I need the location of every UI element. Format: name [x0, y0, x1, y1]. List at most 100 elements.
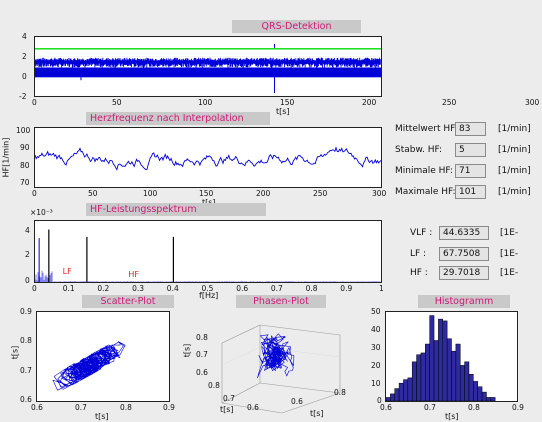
hr-title: Herzfrequenz nach Interpolation: [86, 112, 270, 125]
psd-xtick: 0.8: [305, 284, 318, 293]
phase-svg[interactable]: [190, 305, 360, 415]
phase-xtick: 0.8: [208, 381, 220, 390]
phase-xtick: 0.6: [247, 403, 259, 412]
stat-value-mean: 83: [455, 122, 486, 136]
hr-ytick: 100: [16, 126, 31, 135]
stat-unit-min: [1/min]: [498, 166, 531, 176]
hr-xtick: 300: [372, 189, 387, 198]
power-label-lf: LF :: [410, 249, 427, 259]
histogram-bar: [390, 393, 395, 401]
psd-xtick: 0: [32, 284, 37, 293]
histogram-title: Histogramm: [418, 295, 510, 308]
histogram-bar: [446, 338, 452, 401]
qrs-svg: [35, 37, 381, 96]
hist-xlabel: t[s]: [445, 412, 459, 421]
hr-xtick: 50: [88, 189, 98, 198]
histogram-bar: [486, 397, 492, 401]
hr-xtick: 200: [256, 189, 271, 198]
histogram-bar: [451, 350, 457, 401]
histogram-bar: [464, 361, 470, 401]
psd-xtick: 0.9: [340, 284, 353, 293]
histogram-bar: [403, 379, 409, 401]
qrs-xtick: 100: [198, 98, 213, 107]
hist-xtick: 0.9: [512, 403, 524, 412]
hist-ytick: 40: [371, 325, 381, 334]
qrs-xlabel: t[s]: [276, 107, 290, 116]
histogram-bar: [425, 343, 430, 401]
power-unit-hf: [1E-: [500, 268, 519, 278]
phase-box-edge: [221, 402, 283, 414]
histogram-bar: [433, 340, 439, 401]
stat-label-std: Stabw. HF:: [395, 145, 443, 155]
power-value-hf: 29.7018: [439, 266, 489, 280]
histogram-bar: [459, 365, 465, 401]
phase-grid: [221, 346, 261, 366]
hr-plot[interactable]: [34, 127, 382, 188]
scatter-svg: [52, 341, 126, 391]
scatter-trajectory: [52, 341, 126, 391]
psd-xlabel: f[Hz]: [199, 291, 219, 300]
histogram-svg: [386, 315, 496, 401]
scatter-ytick: 0.7: [20, 366, 32, 375]
hist-ytick: 0: [377, 396, 382, 405]
hist-xtick: 0.6: [380, 403, 392, 412]
histogram-bar: [429, 315, 435, 401]
psd-xtick: 0.6: [236, 284, 249, 293]
histogram-plot[interactable]: [385, 311, 518, 402]
histogram-bar: [490, 397, 496, 401]
hr-ytick: 80: [20, 161, 30, 170]
phase-ztick: 0.7: [196, 350, 208, 359]
scatter-xtick: 0.8: [120, 403, 132, 412]
scatter-ytick: 0.9: [20, 307, 32, 316]
phase-trajectory: [257, 333, 295, 379]
stat-value-std: 5: [455, 143, 486, 157]
scatter-plot[interactable]: [36, 311, 170, 402]
psd-exponent: ×10⁻³: [30, 208, 53, 217]
hr-svg: [35, 146, 381, 171]
phase-box-edge: [281, 392, 341, 414]
phase-ztick: 0.8: [196, 333, 208, 342]
scatter-ytick: 0.6: [20, 395, 32, 404]
qrs-title: QRS-Detektion: [232, 20, 361, 33]
psd-xtick: 0.3: [132, 284, 145, 293]
histogram-bar: [407, 377, 413, 401]
hist-ytick: 20: [371, 361, 381, 370]
qrs-xtick: 0: [32, 98, 37, 107]
scatter-xlabel: t[s]: [95, 412, 109, 421]
psd-ytick: 2: [25, 250, 30, 259]
power-unit-lf: [1E-: [500, 249, 519, 259]
hr-ylabel: HF[1/min]: [1, 137, 11, 178]
psd-xtick: 0.5: [201, 284, 214, 293]
stat-value-min: 71: [455, 164, 486, 178]
phase-xtick2: 0.8: [334, 388, 346, 397]
power-label-vlf: VLF :: [410, 228, 433, 238]
stat-unit-mean: [1/min]: [498, 124, 531, 134]
phase-xlabel1: t[s]: [220, 405, 234, 414]
hr-series-line: [35, 146, 381, 171]
power-label-hf: HF :: [410, 268, 428, 278]
phase-title: Phasen-Plot: [236, 295, 326, 308]
psd-ytick: 4: [25, 226, 30, 235]
qrs-ytick: 4: [22, 32, 27, 41]
stat-label-max: Maximale HF:: [395, 187, 456, 197]
histogram-bar: [386, 397, 391, 401]
phase-xtick2: 0.6: [291, 397, 303, 406]
lf-band-label: LF: [63, 267, 72, 276]
hist-xtick: 0.8: [468, 403, 480, 412]
histogram-bar: [394, 388, 400, 401]
phase-box-edge: [221, 324, 261, 344]
histogram-bar: [438, 318, 444, 401]
hist-ytick: 50: [371, 307, 381, 316]
psd-plot[interactable]: LF HF: [34, 220, 382, 283]
qrs-ytick: -2: [19, 92, 27, 101]
qrs-ytick: 0: [22, 72, 27, 81]
qrs-plot[interactable]: [34, 36, 382, 97]
hr-xtick: 150: [199, 189, 214, 198]
hist-xtick: 0.7: [424, 403, 436, 412]
psd-svg: LF HF: [35, 229, 381, 282]
hf-band-label: HF: [128, 270, 139, 279]
histogram-bar: [420, 352, 426, 401]
stat-label-min: Minimale HF:: [395, 166, 453, 176]
hr-ytick: 90: [20, 143, 30, 152]
qrs-xtick: 250: [442, 98, 457, 107]
